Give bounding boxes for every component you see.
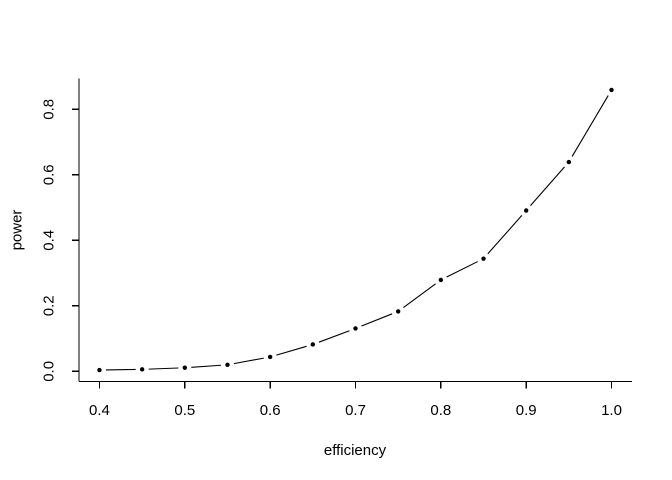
x-tick-label: 0.7 <box>345 402 366 419</box>
tick-label-layer: 0.4 0.5 0.6 0.7 0.8 0.9 1.0 0.0 0.2 0.4 0.6 0.8 <box>41 99 622 419</box>
y-tick-label: 0.6 <box>41 164 58 185</box>
series-layer <box>97 87 614 373</box>
series-line-segment <box>148 367 179 370</box>
data-point <box>182 365 188 370</box>
x-axis-title: efficiency <box>324 442 387 459</box>
series-line-segment <box>361 313 393 327</box>
y-axis-title: power <box>9 210 26 251</box>
axes-layer <box>72 78 632 389</box>
series-line-segment <box>233 357 264 365</box>
data-point <box>609 87 614 93</box>
y-tick-label: 0.0 <box>41 361 58 382</box>
y-tick-label: 0.8 <box>41 99 58 120</box>
series-line-segment <box>446 261 478 278</box>
data-point <box>523 208 529 213</box>
data-point <box>97 367 102 373</box>
data-point <box>566 159 572 165</box>
x-tick-label: 0.9 <box>516 402 537 419</box>
series-line-segment <box>530 166 565 206</box>
series-line-segment <box>276 345 307 356</box>
data-point <box>139 367 145 372</box>
data-point <box>267 354 273 360</box>
series-line-segment <box>318 330 350 343</box>
data-point <box>395 309 401 314</box>
data-point <box>438 277 444 283</box>
y-tick-label: 0.2 <box>41 295 58 316</box>
x-tick-label: 1.0 <box>601 402 622 419</box>
series-line-segment <box>191 364 222 368</box>
x-tick-label: 0.5 <box>174 402 195 419</box>
data-point <box>353 326 358 331</box>
data-point <box>310 342 316 347</box>
series-line-segment <box>487 215 523 255</box>
data-point <box>225 362 230 367</box>
data-point <box>481 256 486 261</box>
x-tick-label: 0.6 <box>260 402 281 419</box>
series-line-segment <box>403 283 436 308</box>
x-tick-label: 0.8 <box>430 402 451 419</box>
y-tick-label: 0.4 <box>41 230 58 251</box>
x-tick-label: 0.4 <box>89 402 110 419</box>
series-line-segment <box>571 95 609 157</box>
